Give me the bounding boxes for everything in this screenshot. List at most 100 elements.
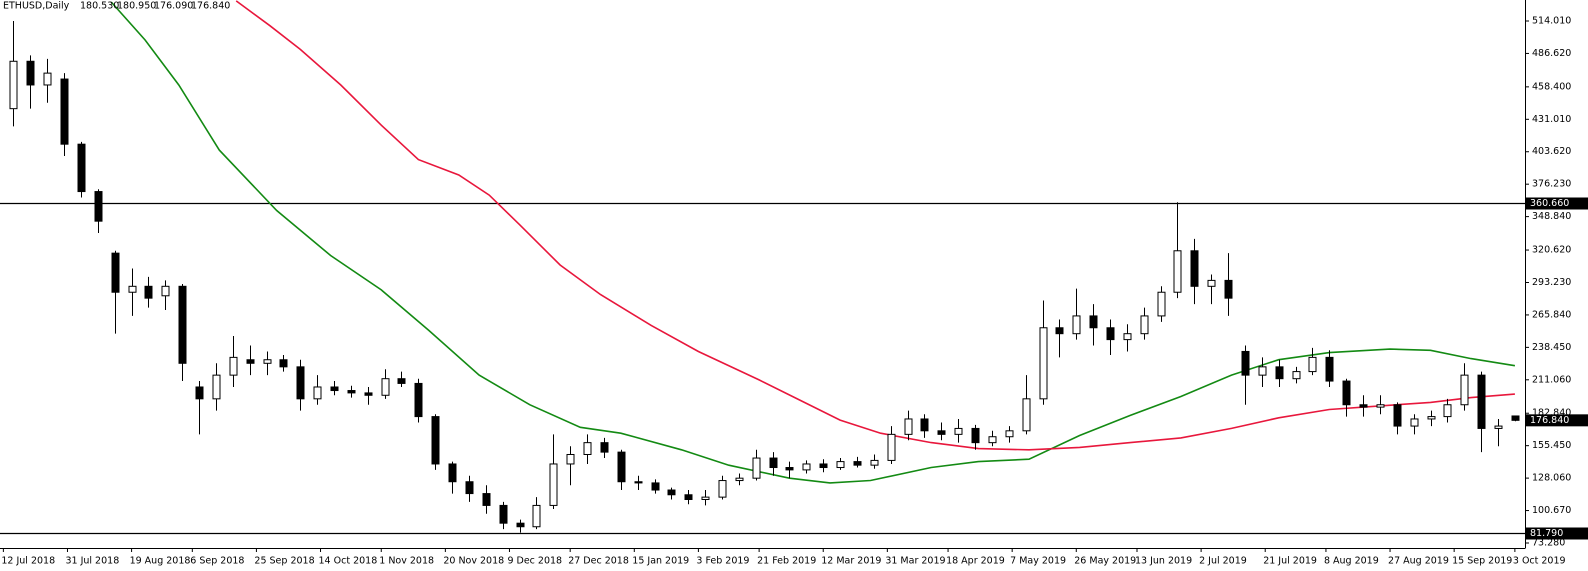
x-tick-label: 3 Feb 2019	[696, 556, 749, 567]
x-tick-label: 3 Oct 2019	[1513, 556, 1566, 567]
candle-body	[735, 477, 744, 482]
candle-body	[1376, 404, 1385, 408]
x-tick-label: 14 Oct 2018	[319, 556, 378, 567]
candle-body	[651, 482, 660, 491]
ohlc-low: 176.090	[154, 1, 193, 12]
x-tick-label: 9 Dec 2018	[507, 556, 562, 567]
x-tick-label: 13 Jun 2019	[1135, 556, 1192, 567]
candle-body	[1022, 398, 1031, 432]
candle-body	[1427, 416, 1436, 420]
candle-body	[448, 463, 457, 483]
candle-body	[853, 461, 862, 466]
y-tick-label: 155.450	[1532, 440, 1571, 451]
x-tick-label: 25 Sep 2018	[254, 556, 314, 567]
y-tick-label: 348.840	[1532, 211, 1571, 222]
candle-body	[465, 481, 474, 495]
y-tick-label: 403.620	[1532, 146, 1571, 157]
candle-body	[347, 390, 356, 394]
candle-body	[296, 366, 305, 400]
candle-body	[431, 416, 440, 465]
candle-body	[279, 359, 288, 368]
level-label: 360.660	[1530, 198, 1569, 209]
candle-body	[1460, 374, 1469, 406]
x-tick-label: 2 Jul 2019	[1199, 556, 1247, 567]
candle-body	[1308, 356, 1317, 373]
candle-body	[904, 418, 913, 435]
candle-body	[937, 430, 946, 435]
x-tick-label: 31 Mar 2019	[885, 556, 945, 567]
y-tick-label: 486.620	[1532, 48, 1571, 59]
candle-body	[1342, 380, 1351, 406]
candle-body	[583, 442, 592, 455]
y-tick-label: 182.840	[1532, 408, 1571, 419]
candle-body	[1393, 404, 1402, 427]
price-label-bg	[1526, 414, 1588, 427]
candle-body	[684, 494, 693, 500]
level-label-bg	[1526, 197, 1588, 210]
candle-body	[1072, 315, 1081, 335]
candle-body	[111, 252, 120, 293]
candle-body	[1106, 327, 1115, 341]
candle-body	[634, 481, 643, 484]
candle-body	[1140, 315, 1149, 335]
moving-average	[235, 0, 1515, 451]
y-tick-label: 73.280	[1532, 537, 1565, 548]
candle-body	[397, 378, 406, 384]
y-tick-label: 211.060	[1532, 374, 1571, 385]
candle-body	[94, 191, 103, 222]
candle-body	[178, 285, 187, 364]
y-tick-label: 128.060	[1532, 473, 1571, 484]
candle-body	[1494, 425, 1503, 429]
candle-body	[769, 457, 778, 469]
y-tick-label: 514.010	[1532, 15, 1571, 26]
candle-body	[499, 504, 508, 524]
x-tick-label: 27 Aug 2019	[1388, 556, 1449, 567]
candle-body	[1123, 333, 1132, 341]
candle-body	[43, 72, 52, 86]
candle-body	[144, 285, 153, 299]
x-tick-label: 19 Aug 2018	[130, 556, 191, 567]
candle-body	[1511, 415, 1520, 421]
candle-body	[60, 78, 69, 145]
candle-body	[1005, 430, 1014, 438]
moving-average	[110, 1, 1516, 484]
candle-body	[195, 386, 204, 400]
ohlc-open: 180.530	[80, 1, 119, 12]
symbol: ETHUSD,Daily	[3, 1, 70, 12]
y-tick-label: 320.620	[1532, 245, 1571, 256]
candle-body	[1325, 356, 1334, 382]
level-label: 81.790	[1530, 528, 1563, 539]
x-tick-label: 15 Sep 2019	[1452, 556, 1512, 567]
candle-body	[1224, 279, 1233, 299]
candle-body	[701, 496, 710, 500]
candle-body	[549, 463, 558, 506]
candle-body	[313, 386, 322, 400]
y-tick-label: 376.230	[1532, 179, 1571, 190]
y-tick-label: 265.840	[1532, 309, 1571, 320]
candle-body	[532, 504, 541, 528]
candle-body	[246, 359, 255, 364]
candle-body	[1443, 404, 1452, 418]
candle-body	[1055, 327, 1064, 335]
candle-body	[330, 386, 339, 392]
candle-body	[1173, 250, 1182, 293]
candle-body	[718, 480, 727, 498]
candle-body	[1089, 315, 1098, 329]
x-tick-label: 6 Sep 2018	[190, 556, 244, 567]
candle-body	[364, 392, 373, 396]
candle-body	[870, 459, 879, 466]
x-tick-label: 27 Dec 2018	[568, 556, 629, 567]
y-tick-label: 431.010	[1532, 114, 1571, 125]
x-tick-label: 8 Aug 2019	[1324, 556, 1379, 567]
x-tick-label: 20 Nov 2018	[443, 556, 504, 567]
candle-body	[971, 427, 980, 444]
y-tick-label: 238.450	[1532, 342, 1571, 353]
candle-body	[161, 285, 170, 297]
candle-body	[1190, 250, 1199, 287]
plot-area	[0, 0, 1525, 535]
x-tick-label: 31 Jul 2018	[65, 556, 119, 567]
candle-body	[566, 453, 575, 465]
x-tick-label: 26 May 2019	[1074, 556, 1136, 567]
candle-body	[1292, 371, 1301, 380]
